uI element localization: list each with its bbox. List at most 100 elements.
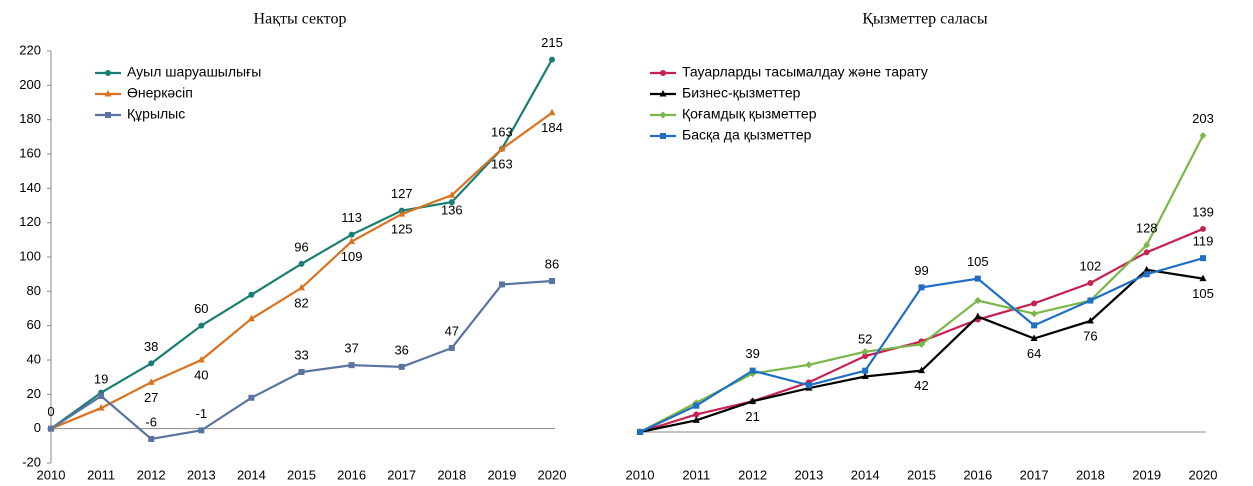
x-tick-label: 2016 — [963, 467, 992, 482]
data-label: 125 — [391, 222, 413, 237]
y-tick-label: 60 — [27, 317, 41, 332]
data-label: 27 — [144, 390, 158, 405]
data-label: 139 — [1192, 204, 1214, 219]
point — [1200, 225, 1206, 232]
point — [498, 281, 505, 288]
y-tick-label: 140 — [19, 180, 41, 195]
x-tick-label: 2020 — [1189, 467, 1218, 482]
data-label: 37 — [344, 341, 358, 356]
x-tick-label: 2014 — [237, 467, 266, 482]
x-tick-label: 2010 — [626, 467, 655, 482]
point — [861, 348, 869, 356]
x-tick-label: 2017 — [1020, 467, 1049, 482]
point — [693, 411, 700, 418]
point — [398, 363, 405, 370]
point — [198, 322, 205, 329]
point — [805, 361, 813, 369]
data-label: 82 — [294, 295, 308, 310]
x-tick-label: 2015 — [287, 467, 316, 482]
data-label: 215 — [541, 35, 563, 50]
point — [659, 90, 667, 97]
point — [549, 278, 555, 285]
point — [104, 90, 112, 97]
data-label: 136 — [441, 203, 463, 218]
point — [1143, 249, 1150, 256]
y-tick-label: 220 — [19, 42, 41, 57]
point — [692, 416, 700, 423]
x-tick-label: 2014 — [851, 467, 880, 482]
y-tick-label: 160 — [19, 145, 41, 160]
point — [1030, 334, 1038, 342]
point — [918, 340, 925, 348]
point — [693, 402, 700, 409]
point — [1200, 255, 1206, 262]
point — [98, 393, 105, 400]
point — [148, 360, 155, 367]
point — [198, 427, 205, 434]
data-label: 39 — [745, 346, 759, 361]
point — [1143, 271, 1150, 278]
data-label: 184 — [541, 120, 563, 135]
data-label: 52 — [858, 331, 872, 346]
x-tick-label: 2012 — [738, 467, 767, 482]
point — [398, 210, 406, 217]
point — [1087, 279, 1094, 286]
data-label: 109 — [341, 249, 363, 264]
point — [448, 344, 455, 351]
point — [549, 56, 555, 63]
line — [639, 227, 1204, 434]
x-tick-label: 2012 — [137, 467, 166, 482]
legend-label: Құрылыс — [127, 106, 185, 122]
legend-label: Басқа да қызметтер — [682, 127, 812, 143]
point — [147, 378, 155, 385]
point — [1143, 241, 1151, 249]
point — [448, 191, 456, 198]
x-tick-label: 2019 — [1132, 467, 1161, 482]
y-tick-label: 200 — [19, 77, 41, 92]
point — [1031, 322, 1038, 329]
y-tick-label: 40 — [27, 351, 41, 366]
data-label: -1 — [196, 406, 208, 421]
point — [105, 112, 111, 118]
data-label: 119 — [1193, 234, 1214, 249]
x-tick-label: 2017 — [387, 467, 416, 482]
point — [749, 367, 756, 374]
chart-title: Қызметтер саласы — [862, 11, 988, 28]
data-label: 86 — [545, 256, 559, 271]
point — [862, 367, 869, 374]
y-tick-label: 20 — [27, 386, 41, 401]
point — [1087, 297, 1094, 304]
data-label: 38 — [144, 339, 158, 354]
x-tick-label: 2013 — [187, 467, 216, 482]
point — [1143, 265, 1151, 273]
data-label: 64 — [1027, 346, 1041, 361]
data-label: 33 — [294, 347, 308, 362]
point — [197, 356, 205, 363]
point — [148, 435, 155, 442]
data-label: 19 — [94, 371, 108, 386]
x-tick-label: 2020 — [538, 467, 567, 482]
point — [298, 369, 305, 376]
point — [248, 394, 255, 401]
point — [749, 397, 757, 404]
y-tick-label: 180 — [19, 111, 41, 126]
y-tick-label: 120 — [19, 214, 41, 229]
point — [1031, 300, 1038, 307]
point — [637, 429, 643, 435]
legend-label: Тауарларды тасымалдау және тарату — [682, 64, 928, 80]
x-tick-label: 2011 — [682, 467, 710, 482]
point — [298, 283, 305, 291]
data-label: 42 — [914, 378, 928, 393]
legend-label: Ауыл шаруашылығы — [127, 64, 261, 80]
point — [1086, 316, 1094, 324]
point — [348, 231, 355, 238]
point — [348, 237, 356, 245]
point — [548, 108, 556, 116]
data-label: 76 — [1083, 328, 1097, 343]
x-tick-label: 2018 — [437, 467, 466, 482]
data-label: 113 — [341, 210, 362, 225]
legend-label: Қоғамдық қызметтер — [682, 106, 817, 122]
point — [97, 404, 105, 411]
y-tick-label: 100 — [19, 248, 41, 263]
